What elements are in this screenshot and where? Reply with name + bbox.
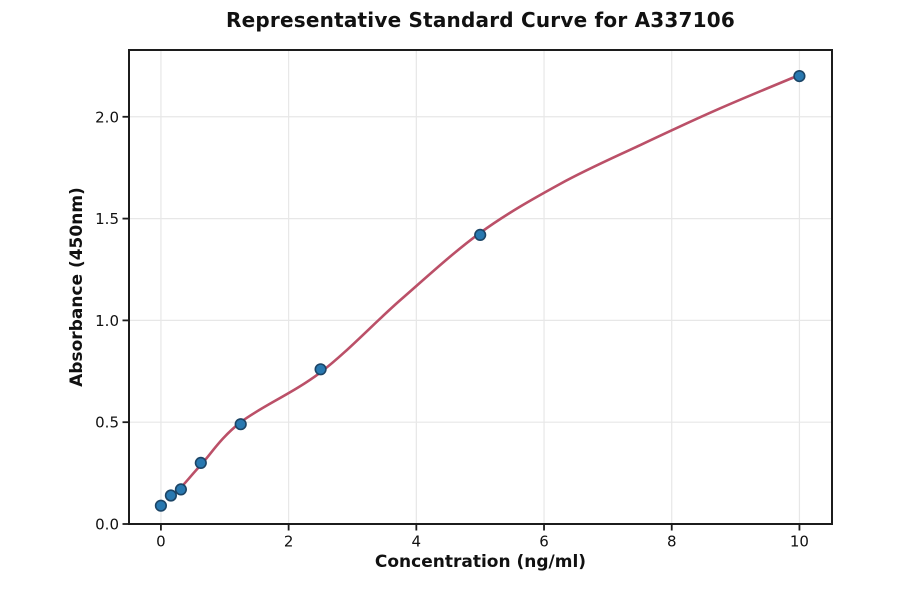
data-point — [174, 483, 187, 496]
x-axis-label: Concentration (ng/ml) — [374, 552, 587, 572]
data-point — [194, 456, 207, 470]
x-tick-label: 2 — [284, 533, 294, 551]
x-tick-label: 0 — [156, 533, 166, 551]
data-point — [154, 499, 167, 512]
chart-title: Representative Standard Curve for A33710… — [226, 8, 735, 32]
y-tick-label: 0.5 — [95, 414, 119, 432]
x-tick-label: 6 — [539, 533, 549, 551]
x-tick-label: 8 — [667, 533, 677, 551]
data-point — [793, 69, 806, 83]
data-point — [234, 418, 247, 431]
y-axis-label: Absorbance (450nm) — [67, 187, 87, 387]
x-tick-label: 4 — [412, 533, 422, 551]
y-tick-label: 1.0 — [95, 312, 119, 330]
y-tick-label: 1.5 — [95, 210, 119, 228]
data-point — [314, 363, 327, 376]
y-tick-label: 0.0 — [95, 516, 119, 534]
fit-curve — [169, 73, 801, 497]
data-point — [164, 489, 177, 502]
x-tick-label: 10 — [790, 533, 809, 551]
y-tick-label: 2.0 — [95, 108, 119, 126]
data-point — [474, 228, 487, 241]
plot-spines — [128, 49, 833, 525]
